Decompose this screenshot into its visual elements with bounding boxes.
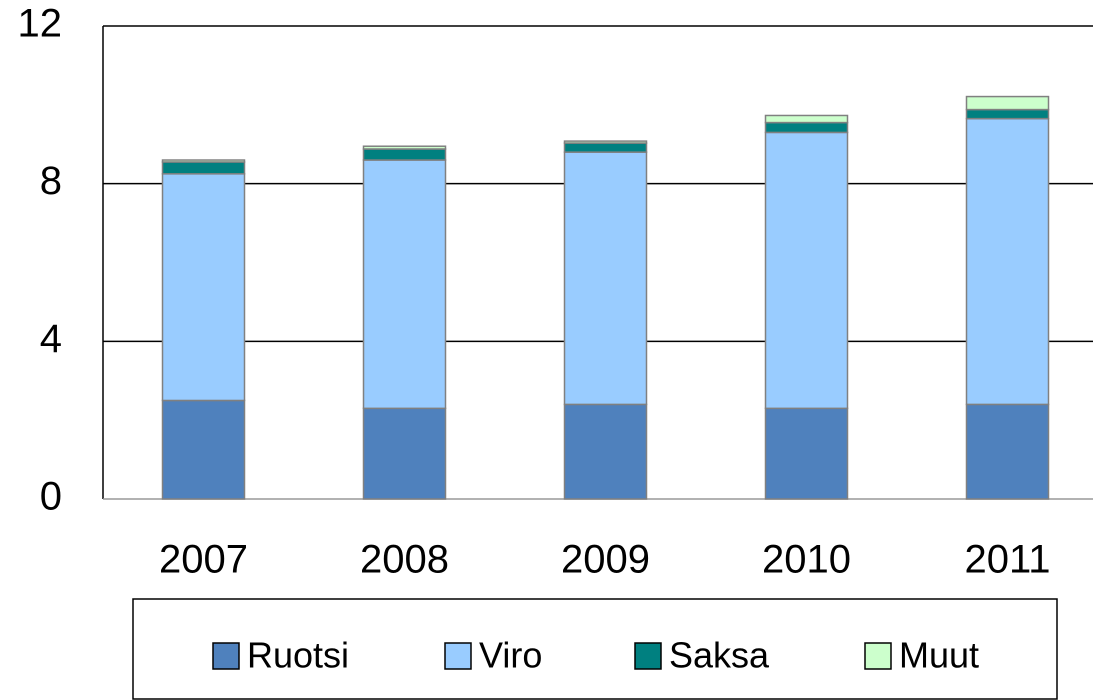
y-tick-label: 8 xyxy=(40,159,62,203)
bar-segment xyxy=(362,145,447,150)
bar-segment xyxy=(764,114,849,124)
bar-segment xyxy=(563,151,648,406)
legend-marker xyxy=(444,642,472,670)
legend-label: Viro xyxy=(479,635,542,676)
bar-segment xyxy=(764,407,849,500)
bar-segment xyxy=(965,108,1050,120)
legend-label: Saksa xyxy=(669,635,770,676)
y-tick-label: 12 xyxy=(18,2,63,46)
bar-segment xyxy=(764,121,849,134)
x-tick-label: 2007 xyxy=(159,538,248,582)
bar-segment xyxy=(965,403,1050,500)
x-tick-label: 2010 xyxy=(762,538,851,582)
bar-segment xyxy=(161,173,246,402)
bar-segment xyxy=(965,117,1050,406)
legend-label: Ruotsi xyxy=(247,635,349,676)
bar-segment xyxy=(362,148,447,161)
legend-box xyxy=(132,598,1058,700)
bar-segment xyxy=(764,131,849,410)
bar-segment xyxy=(965,95,1050,111)
bar-segment xyxy=(161,161,246,175)
bar-segment xyxy=(161,399,246,500)
x-tick-label: 2009 xyxy=(561,538,650,582)
legend-label: Muut xyxy=(899,635,979,676)
bar-segment xyxy=(362,407,447,500)
legend-marker xyxy=(634,642,662,670)
legend-marker xyxy=(212,642,240,670)
x-tick-label: 2011 xyxy=(964,538,1050,582)
bar-segment xyxy=(563,142,648,153)
legend-marker xyxy=(864,642,892,670)
bar-segment xyxy=(563,403,648,500)
y-tick-label: 4 xyxy=(40,317,62,361)
bar-segment xyxy=(362,159,447,410)
bar-segment xyxy=(161,159,246,163)
bar-segment xyxy=(563,140,648,144)
y-tick-label: 0 xyxy=(40,475,62,519)
x-tick-label: 2008 xyxy=(360,538,449,582)
